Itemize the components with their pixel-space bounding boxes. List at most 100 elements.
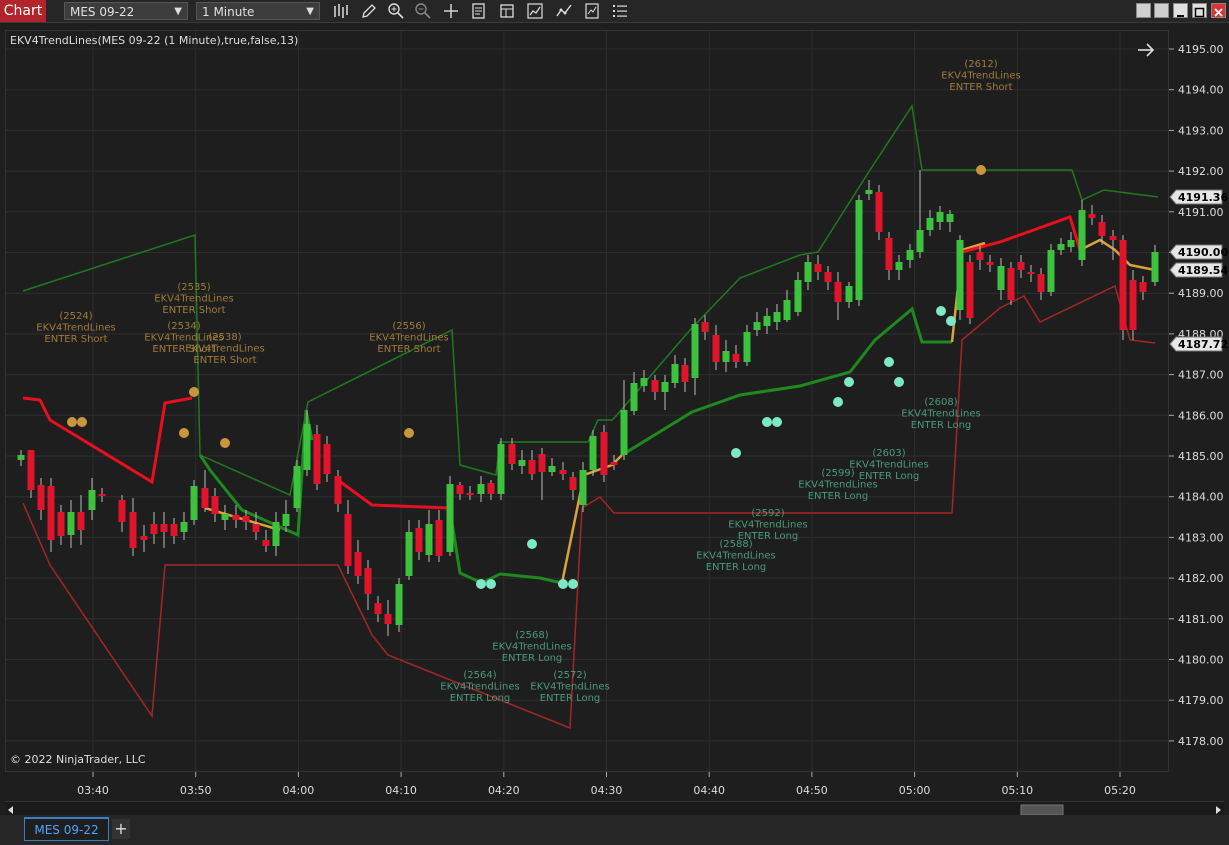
crosshair-icon[interactable] [442,2,460,20]
annotation-text: (2603) [872,448,905,459]
theme-dark-button[interactable] [1154,3,1169,18]
long-signal-dot [894,377,904,387]
scroll-right-arrow-icon [1216,806,1221,814]
long-signal-dot [527,539,537,549]
theme-light-button[interactable] [1136,3,1151,18]
grid-lines [6,31,1168,771]
candle-body [118,500,126,522]
annotation-text: (2524) [59,311,92,322]
long-signal-dot [731,448,741,458]
instrument-selector[interactable]: MES 09-22 ▼ [64,2,188,20]
time-tick-label: 05:00 [899,784,931,797]
zoom-out-icon[interactable] [414,2,432,20]
candle-body [895,262,903,270]
price-marker-bg [1169,262,1223,278]
short-signal-dot [220,438,230,448]
long-signal-dot [762,417,772,427]
candle-body [180,522,188,532]
interval-selector[interactable]: 1 Minute ▼ [196,2,320,20]
candle-body [129,512,137,548]
price-tick-label: 4187.00 [1178,369,1224,382]
candle-body [272,522,280,546]
candle-body [997,266,1005,290]
candle-body [855,200,863,300]
close-button[interactable] [1211,3,1226,18]
annotation-text: (2608) [924,397,957,408]
time-tick-label: 04:50 [796,784,828,797]
strategies-icon[interactable] [526,2,544,20]
candle-body [1098,222,1106,236]
candle-body [1037,274,1045,292]
candle-body [559,470,567,474]
templates-icon[interactable] [498,2,516,20]
maximize-button[interactable] [1192,3,1207,18]
price-tick-label: 4194.00 [1178,84,1224,97]
horizontal-scrollbar[interactable] [5,801,1224,816]
trailing-stop-red-line [334,476,451,510]
candle-body [722,351,730,362]
time-tick-label: 04:00 [283,784,315,797]
long-signal-dot [936,306,946,316]
candle-body [620,410,628,455]
trailing-stop-red-line [22,396,193,485]
trailing-stop-orange-line [560,454,623,584]
add-tab-button[interactable]: + [112,819,130,839]
long-signal-dot [884,357,894,367]
long-signal-dot [486,579,496,589]
candle-body [211,496,219,514]
annotation-text: ENTER Short [44,334,107,345]
time-tick-label: 04:10 [385,784,417,797]
candle-body [405,532,413,576]
list-icon[interactable] [611,2,629,20]
candle-body [691,324,699,378]
candle-body [966,262,974,318]
candle-body [528,460,536,474]
candle-body [885,238,893,270]
time-tick-label: 05:20 [1104,784,1136,797]
zoom-in-icon[interactable] [387,2,405,20]
long-signal-dot [844,377,854,387]
annotation-text: (2592) [751,508,784,519]
candle-body [395,584,403,625]
annotation-text: ENTER Long [911,420,972,431]
tab-mes-09-22[interactable]: MES 09-22 [24,817,109,841]
candle-body [140,536,148,540]
indicators-icon[interactable] [555,2,573,20]
candle-body [906,250,914,260]
trailing-stop-red-line [961,215,1082,254]
candle-body [201,488,209,508]
properties-icon[interactable] [583,2,601,20]
data-box-icon[interactable] [470,2,488,20]
candle-body [37,485,45,510]
scroll-to-latest-arrow-icon[interactable] [1136,42,1156,58]
candle-body [323,444,331,474]
price-tick-label: 4193.00 [1178,124,1224,137]
price-tick-label: 4186.00 [1178,409,1224,422]
chevron-down-icon: ▼ [174,6,182,17]
price-marker-flag: 4187.72 [1169,336,1228,352]
candle-body [834,282,842,302]
bar-type-icon[interactable] [332,2,350,20]
candle-body [1027,272,1035,274]
candle-body [743,332,751,362]
candle-body [150,524,158,534]
long-signal-dot [476,579,486,589]
candle-body [763,316,771,326]
annotation-text: (2535) [177,282,210,293]
draw-pencil-icon[interactable] [360,2,378,20]
trailing-stop-green-line [448,509,563,585]
candle-body [712,335,720,362]
candle-body [170,524,178,536]
candle-body [262,540,270,546]
window-title: Chart [0,0,46,22]
annotation-text: EKV4TrendLines [144,333,224,344]
annotation-text: (2564) [463,670,496,681]
annotation-text: EKV4TrendLines [154,294,234,305]
candle-body [435,520,443,556]
minimize-button[interactable] [1173,3,1188,18]
annotation-text: EKV4TrendLines [728,520,808,531]
candle-body [661,382,669,392]
